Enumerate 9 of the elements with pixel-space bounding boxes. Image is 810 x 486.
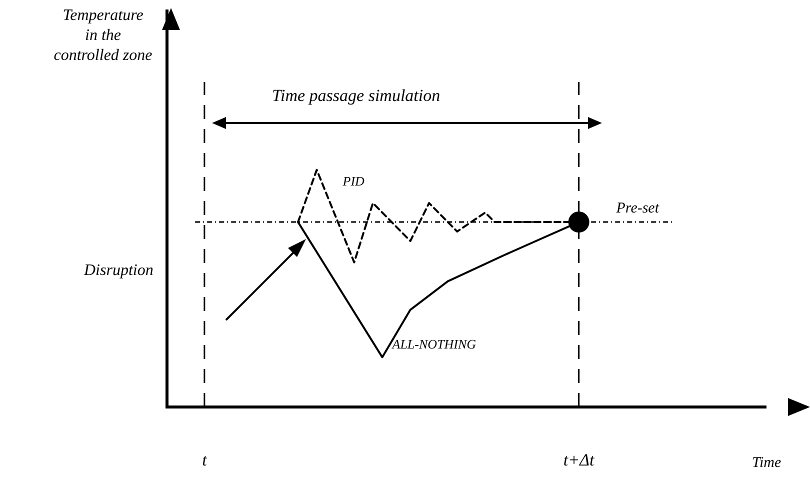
series-label: ALL-NOTHING [391, 336, 477, 352]
text: Temperature in the controlled zone [52, 6, 154, 66]
ref-line-label: Pre-set [615, 200, 660, 216]
text: Time passage simulation [272, 86, 440, 106]
x-axis-title: Time [752, 455, 782, 472]
x-tick-label: t [202, 450, 208, 470]
series-label: PID [342, 173, 366, 188]
text: Disruption [84, 262, 154, 280]
x-tick-label: t+Δt [563, 450, 596, 470]
